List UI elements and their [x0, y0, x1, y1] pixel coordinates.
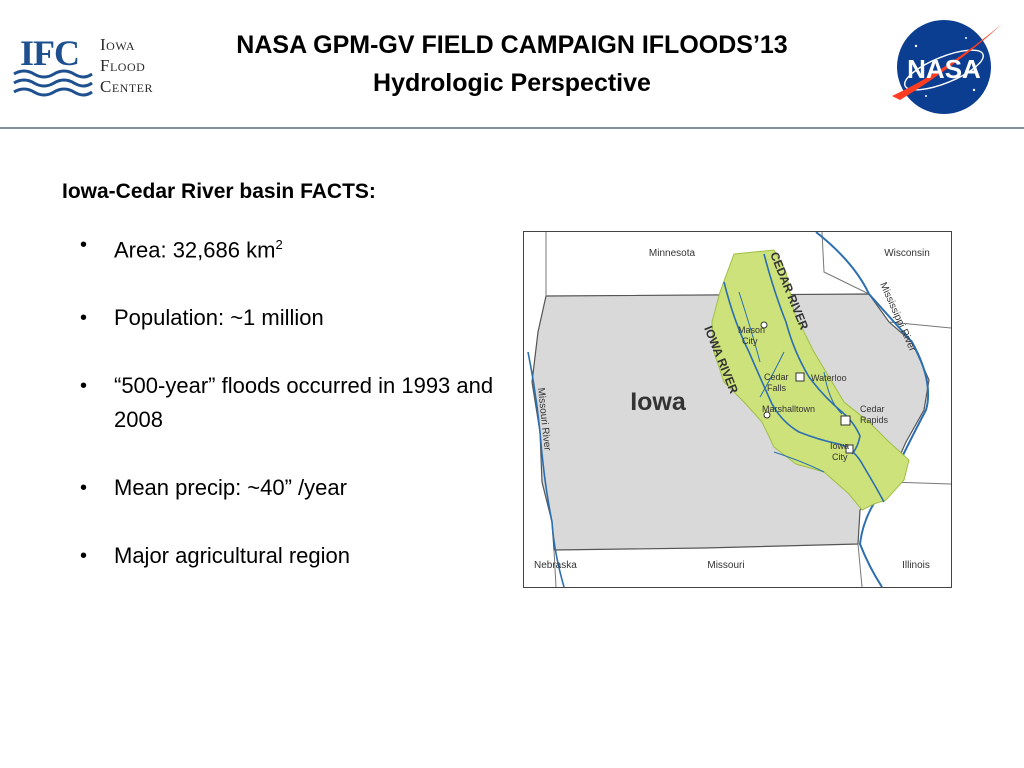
header-divider	[0, 127, 1024, 129]
title-line-1: NASA GPM-GV FIELD CAMPAIGN IFLOODS’13	[236, 31, 788, 59]
city-marker	[763, 411, 771, 419]
list-item: • Area: 32,686 km2	[80, 234, 283, 263]
city-marker	[840, 415, 851, 426]
map-label-cedar-falls: Cedar	[764, 372, 789, 382]
map-label-nebraska: Nebraska	[534, 560, 577, 571]
iowa-river-line	[723, 281, 885, 503]
facts-list: • Area: 32,686 km2 • Population: ~1 millio…	[78, 228, 498, 607]
ifc-logo-letters: IFC	[20, 33, 80, 73]
tributary-line	[738, 291, 761, 363]
map-label-missouri: Missouri	[707, 560, 744, 571]
svg-text:NASA: NASA	[907, 54, 981, 84]
list-item: • “500-year” floods occurred in 1993 and …	[80, 373, 494, 433]
basin-facts-heading: Iowa-Cedar River basin FACTS:	[62, 180, 376, 203]
map-label-mason-city: Mason	[738, 325, 765, 335]
map-label-cedar-rapids-2: Rapids	[860, 415, 889, 425]
slide-header: IFC Iowa Flood Center NASA GPM-GV FIELD …	[0, 0, 1024, 128]
tributary-line	[773, 451, 825, 473]
cedar-river-line	[763, 253, 861, 455]
ifc-logo-name: Iowa Flood Center	[100, 35, 153, 96]
nasa-meatball-logo: NASA	[892, 20, 1002, 114]
waves-icon	[13, 69, 93, 97]
map-label-cedar-falls-2: Falls	[767, 383, 787, 393]
tributary-line	[759, 351, 785, 398]
map-label-illinois: Illinois	[902, 560, 930, 571]
map-label-iowa-city: Iowa	[830, 441, 849, 451]
mississippi-river-line	[815, 232, 930, 587]
slide-title: NASA GPM-GV FIELD CAMPAIGN IFLOODS’13 Hy…	[170, 26, 854, 102]
list-item: • Mean precip: ~40” /year	[80, 475, 347, 501]
state-border-minnesota-wisconsin	[545, 232, 951, 329]
title-line-2: Hydrologic Perspective	[373, 69, 651, 97]
map-label-cedar-rapids: Cedar	[860, 404, 885, 414]
map-label-waterloo: Waterloo	[811, 373, 847, 383]
list-item: • Population: ~1 million	[80, 305, 324, 331]
map-label-iowa-city-2: City	[832, 452, 848, 462]
map-label-iowa: Iowa	[630, 388, 687, 416]
city-marker	[760, 321, 768, 329]
map-label-mason-city-2: City	[742, 336, 758, 346]
basin-map: Minnesota Wisconsin Nebraska Missouri Il…	[523, 231, 952, 588]
tributary-line	[823, 371, 843, 415]
city-marker	[795, 372, 805, 382]
iowa-flood-center-logo: IFC Iowa Flood Center	[12, 30, 172, 100]
city-marker	[845, 444, 854, 454]
map-label-minnesota: Minnesota	[649, 248, 696, 259]
missouri-river-line	[527, 351, 565, 587]
map-label-marshalltown: Marshalltown	[762, 404, 815, 414]
list-item: • Major agricultural region	[80, 543, 350, 569]
map-label-wisconsin: Wisconsin	[884, 248, 930, 259]
iowa-map-svg: Minnesota Wisconsin Nebraska Missouri Il…	[527, 232, 951, 587]
